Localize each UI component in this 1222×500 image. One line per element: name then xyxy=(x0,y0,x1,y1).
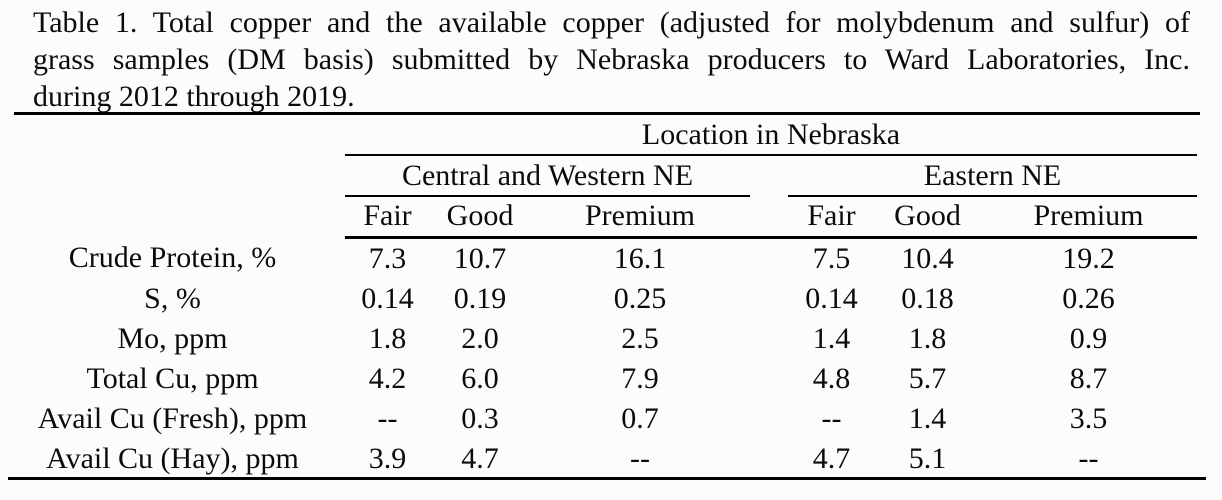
row-label: Avail Cu (Fresh), ppm xyxy=(37,402,308,435)
table-cell: -- xyxy=(630,442,650,475)
row-label: S, % xyxy=(144,282,201,315)
table-cell: 0.26 xyxy=(1062,282,1115,315)
table-cell: 8.7 xyxy=(1069,362,1108,395)
table-cell: 1.4 xyxy=(812,322,851,355)
spacer-cell xyxy=(750,238,788,280)
table-cell: 0.14 xyxy=(361,282,414,315)
table-cell: 19.2 xyxy=(1062,242,1115,275)
table-row-avail-cu-fresh: Avail Cu (Fresh), ppm -- 0.3 0.7 -- 1.4 … xyxy=(0,399,1197,439)
row-label: Mo, ppm xyxy=(117,322,228,355)
span-header-row: Location in Nebraska xyxy=(0,115,1198,156)
table-cell: 3.9 xyxy=(368,442,407,475)
empty-cell xyxy=(0,196,345,238)
table-cell: 4.8 xyxy=(812,362,851,395)
table-cell: 2.5 xyxy=(621,322,659,355)
span-header-location: Location in Nebraska xyxy=(345,115,1198,156)
group-header-eastern-ne: Eastern NE xyxy=(788,155,1198,197)
spacer-cell xyxy=(750,279,788,319)
table-cell: 4.7 xyxy=(461,442,499,475)
table-cell: 0.9 xyxy=(1069,322,1108,355)
row-label: Crude Protein, % xyxy=(68,241,277,275)
table-cell: -- xyxy=(1078,442,1099,475)
table-bottom-rule xyxy=(8,477,1206,480)
spacer-cell xyxy=(750,196,788,239)
spacer-cell xyxy=(750,319,788,359)
table-row-avail-cu-hay: Avail Cu (Hay), ppm 3.9 4.7 -- 4.7 5.1 -… xyxy=(0,439,1197,479)
empty-corner-cell xyxy=(0,115,345,155)
table-row-total-cu: Total Cu, ppm 4.2 6.0 7.9 4.8 5.7 8.7 xyxy=(0,359,1197,399)
column-header-cw-premium: Premium xyxy=(530,196,750,239)
spacer-cell xyxy=(750,439,788,479)
table-cell: 7.9 xyxy=(621,362,659,395)
column-header-row: Fair Good Premium Fair Good Premium xyxy=(0,196,1198,239)
table-cell: 1.8 xyxy=(368,322,407,355)
table-cell: 4.7 xyxy=(812,442,851,475)
table-cell: 2.0 xyxy=(461,322,499,355)
spacer-cell xyxy=(750,359,788,399)
caption-line-3: during 2012 through 2019. xyxy=(33,80,355,113)
row-label: Avail Cu (Hay), ppm xyxy=(46,442,299,475)
row-label: Total Cu, ppm xyxy=(86,362,259,395)
data-table: Location in Nebraska Central and Western… xyxy=(0,115,1198,479)
table-cell: -- xyxy=(821,402,842,435)
table-cell: 16.1 xyxy=(613,242,667,275)
table-top-rule xyxy=(14,112,1200,115)
table-cell: 5.1 xyxy=(908,442,947,475)
table-cell: 6.0 xyxy=(461,362,499,395)
table-cell: 7.3 xyxy=(368,242,407,275)
column-header-e-fair: Fair xyxy=(788,196,875,239)
table-caption: Table 1. Total copper and the available … xyxy=(33,4,1190,115)
column-header-cw-good: Good xyxy=(430,196,530,239)
table-cell: 10.4 xyxy=(901,242,954,275)
table-cell: 0.14 xyxy=(805,282,858,315)
group-header-central-western-ne: Central and Western NE xyxy=(345,155,750,197)
table-row-crude-protein: Crude Protein, % 7.3 10.7 16.1 7.5 10.4 … xyxy=(0,238,1197,280)
caption-line-1: Table 1. Total copper and the available … xyxy=(33,6,1190,39)
caption-line-2: grass samples (DM basis) submitted by Ne… xyxy=(33,43,1190,76)
table-cell: 1.4 xyxy=(908,402,947,435)
table-cell: 0.25 xyxy=(613,282,667,315)
group-header-row: Central and Western NE Eastern NE xyxy=(0,155,1198,197)
empty-cell xyxy=(0,155,345,196)
table-cell: 7.5 xyxy=(812,242,851,275)
table-cell: 5.7 xyxy=(908,362,947,395)
table-cell: 3.5 xyxy=(1069,402,1108,435)
table-cell: -- xyxy=(377,402,398,435)
table-row-molybdenum: Mo, ppm 1.8 2.0 2.5 1.4 1.8 0.9 xyxy=(0,319,1197,359)
column-header-e-premium: Premium xyxy=(980,196,1198,239)
table-cell: 0.7 xyxy=(621,402,659,435)
spacer-cell xyxy=(750,399,788,439)
table-cell: 0.18 xyxy=(901,282,954,315)
table-cell: 0.3 xyxy=(461,402,499,435)
column-header-cw-fair: Fair xyxy=(345,196,430,239)
table-cell: 10.7 xyxy=(453,242,507,275)
table-cell: 4.2 xyxy=(368,362,407,395)
table-cell: 0.19 xyxy=(453,282,507,315)
table-cell: 1.8 xyxy=(908,322,947,355)
table-row-sulfur: S, % 0.14 0.19 0.25 0.14 0.18 0.26 xyxy=(0,279,1197,319)
spacer-cell xyxy=(750,155,788,196)
column-header-e-good: Good xyxy=(875,196,980,239)
